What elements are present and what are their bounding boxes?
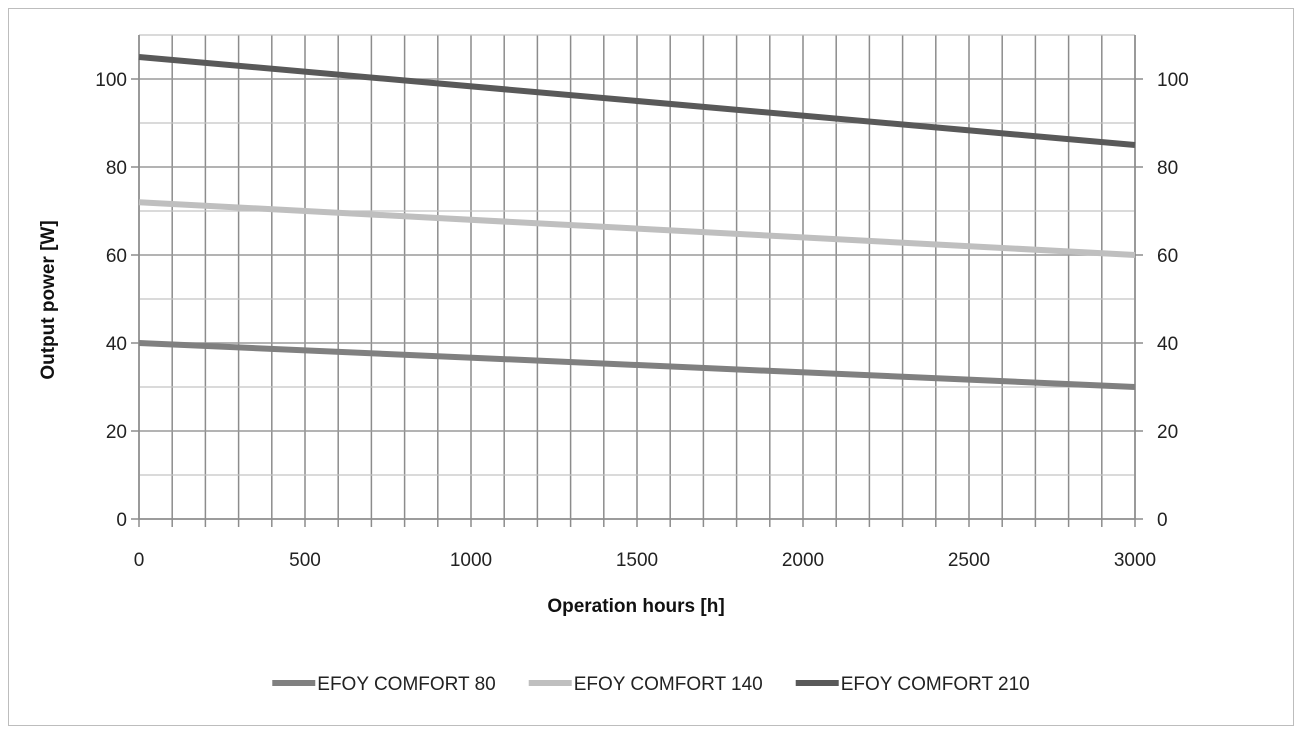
- legend-label-2: EFOY COMFORT 210: [841, 674, 1030, 695]
- secondary-y-tick-label: 20: [1157, 422, 1178, 443]
- y-tick-label: 80: [106, 158, 127, 179]
- x-tick-label: 0: [134, 550, 145, 571]
- y-axis-title: Output power [W]: [38, 220, 59, 379]
- series-line-2: [138, 54, 1136, 148]
- series-lines: [138, 54, 1136, 390]
- series-line-1: [138, 199, 1136, 258]
- x-tick-label: 2000: [782, 550, 824, 571]
- legend: EFOY COMFORT 80 EFOY COMFORT 140 EFOY COMF…: [272, 674, 1030, 695]
- secondary-y-tick-label: 100: [1157, 70, 1189, 91]
- x-tick-label: 3000: [1114, 550, 1156, 571]
- y-tick-label: 60: [106, 246, 127, 267]
- legend-label-1: EFOY COMFORT 140: [574, 674, 763, 695]
- secondary-y-tick-label: 80: [1157, 158, 1178, 179]
- secondary-y-tick-label: 60: [1157, 246, 1178, 267]
- x-tick-label: 2500: [948, 550, 990, 571]
- secondary-y-tick-label: 0: [1157, 510, 1168, 531]
- x-axis-title: Operation hours [h]: [547, 596, 724, 617]
- x-tick-label: 1500: [616, 550, 658, 571]
- x-tick-label: 1000: [450, 550, 492, 571]
- secondary-y-tick-label: 40: [1157, 334, 1178, 355]
- series-line-0: [138, 340, 1136, 390]
- y-tick-label: 100: [95, 70, 127, 91]
- grid: [138, 34, 1136, 527]
- legend-label-0: EFOY COMFORT 80: [317, 674, 495, 695]
- axes: [131, 35, 1143, 520]
- y-tick-label: 0: [116, 510, 127, 531]
- y-tick-label: 40: [106, 334, 127, 355]
- x-tick-label: 500: [289, 550, 321, 571]
- y-tick-label: 20: [106, 422, 127, 443]
